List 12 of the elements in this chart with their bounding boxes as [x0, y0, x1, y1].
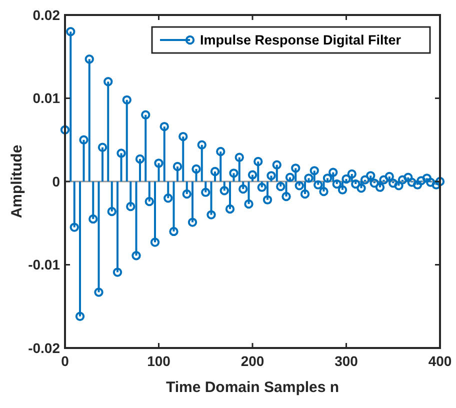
x-tick-label: 400 — [428, 353, 452, 369]
y-axis-title: Amplitude — [8, 144, 26, 218]
x-tick-label: 300 — [334, 353, 358, 369]
x-axis-title: Time Domain Samples n — [166, 379, 340, 396]
x-tick-label: 200 — [240, 353, 264, 369]
x-tick-label: 100 — [147, 353, 171, 369]
legend-label: Impulse Response Digital Filter — [200, 32, 402, 48]
y-tick-label: 0.01 — [32, 90, 60, 106]
y-tick-label: -0.01 — [28, 256, 60, 273]
y-tick-label: 0 — [52, 173, 60, 190]
y-tick-label: 0.02 — [32, 6, 60, 23]
y-tick-label: -0.02 — [28, 340, 60, 356]
